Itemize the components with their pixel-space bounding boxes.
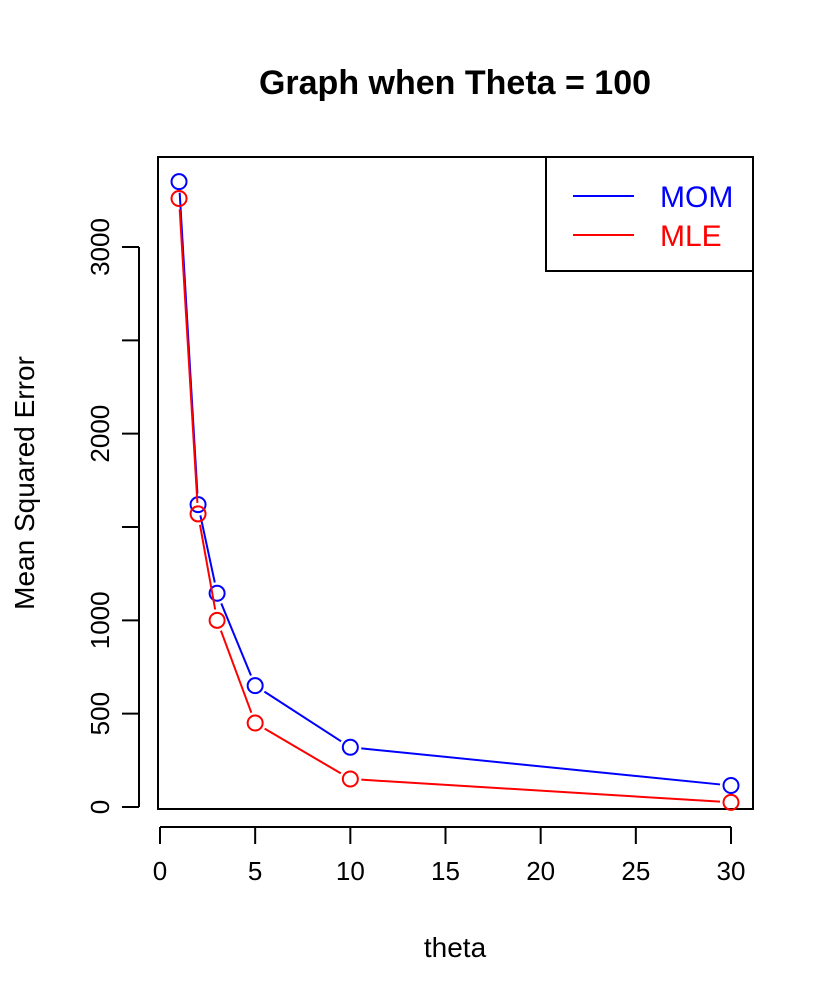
x-tick-label: 0 xyxy=(153,856,167,886)
y-tick-label: 2000 xyxy=(85,405,115,463)
x-axis-label: theta xyxy=(424,932,487,963)
series-segment xyxy=(264,727,342,775)
x-tick-label: 10 xyxy=(336,856,365,886)
data-point xyxy=(341,738,359,756)
y-tick-label: 500 xyxy=(85,692,115,735)
data-point xyxy=(170,189,188,207)
y-tick-label: 3000 xyxy=(85,218,115,276)
y-axis-label: Mean Squared Error xyxy=(9,356,40,610)
x-tick-label: 20 xyxy=(526,856,555,886)
series-segment xyxy=(361,778,721,803)
legend-label: MLE xyxy=(660,220,722,253)
plot-area xyxy=(157,156,754,810)
series-segment xyxy=(361,747,721,786)
data-point xyxy=(722,793,740,811)
y-tick-label: 0 xyxy=(85,800,115,814)
data-point xyxy=(246,677,264,695)
data-point xyxy=(208,611,226,629)
y-tick-label: 1000 xyxy=(85,591,115,649)
series-segment xyxy=(219,630,253,714)
data-point xyxy=(189,496,207,514)
plot-frame xyxy=(157,156,754,810)
x-tick-label: 5 xyxy=(248,856,262,886)
x-tick-label: 30 xyxy=(717,856,746,886)
x-tick-label: 25 xyxy=(621,856,650,886)
x-tick-label: 15 xyxy=(431,856,460,886)
x-axis: 0 5 10 15 20 25 30 xyxy=(153,826,746,886)
chart-title: Graph when Theta = 100 xyxy=(259,64,651,102)
data-point xyxy=(246,714,264,732)
legend-box xyxy=(545,156,754,272)
series-segment xyxy=(199,515,216,583)
data-point xyxy=(170,173,188,191)
series-segment xyxy=(199,524,217,610)
data-point xyxy=(722,777,740,795)
data-point xyxy=(208,584,226,602)
series-segment xyxy=(178,209,199,504)
series-segment xyxy=(263,690,342,743)
series-group xyxy=(170,173,740,811)
y-axis: 0 500 1000 2000 3000 xyxy=(85,218,140,814)
data-point xyxy=(341,770,359,788)
series-mle xyxy=(170,189,740,811)
legend: MOM MLE xyxy=(545,156,754,272)
data-point xyxy=(189,505,207,523)
series-segment xyxy=(220,603,252,676)
legend-label: MOM xyxy=(660,181,733,214)
